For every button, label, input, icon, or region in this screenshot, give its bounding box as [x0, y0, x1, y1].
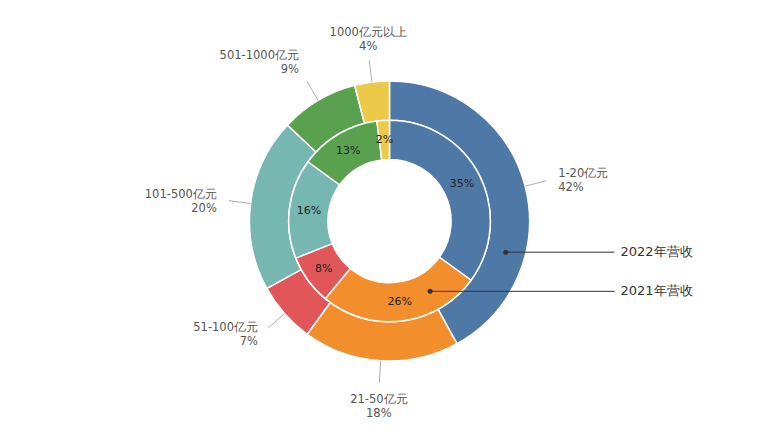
data-label: 2% [376, 133, 393, 146]
leader-line [369, 60, 372, 82]
data-label: 9% [281, 62, 299, 76]
data-label: 8% [315, 262, 332, 275]
data-label: 16% [297, 204, 321, 217]
ring-name: 2021年营收 [621, 283, 693, 298]
leader-line [307, 82, 318, 101]
leader-line [525, 181, 546, 186]
data-label: 18% [366, 406, 392, 420]
data-label: 7% [240, 334, 258, 348]
ring-segment [308, 121, 382, 185]
leader-line [229, 201, 251, 204]
ring-segment [390, 120, 491, 280]
data-label: 35% [450, 177, 474, 190]
pie: 1-20亿元42%21-50亿元18%51-100亿元7%101-500亿元20… [145, 25, 693, 419]
data-label: 4% [359, 39, 377, 53]
category-label: 101-500亿元 [145, 187, 217, 201]
category-label: 51-100亿元 [193, 320, 258, 334]
ring-segment [355, 81, 390, 123]
rings [249, 81, 529, 361]
category-label: 1000亿元以上 [330, 25, 407, 39]
leader-line [379, 361, 380, 383]
ring-name-line [430, 291, 614, 292]
data-label: 26% [387, 295, 411, 308]
data-label: 20% [191, 201, 217, 215]
leader-line [268, 314, 285, 329]
ring-name: 2022年营收 [621, 244, 693, 259]
category-label: 1-20亿元 [558, 166, 608, 180]
data-label: 13% [336, 144, 360, 157]
labels: 1-20亿元42%21-50亿元18%51-100亿元7%101-500亿元20… [145, 25, 693, 419]
category-label: 501-1000亿元 [220, 48, 299, 62]
ring-name-line [506, 252, 615, 253]
category-label: 21-50亿元 [350, 392, 407, 406]
chart: 1-20亿元42%21-50亿元18%51-100亿元7%101-500亿元20… [0, 0, 779, 442]
data-label: 42% [558, 180, 584, 194]
